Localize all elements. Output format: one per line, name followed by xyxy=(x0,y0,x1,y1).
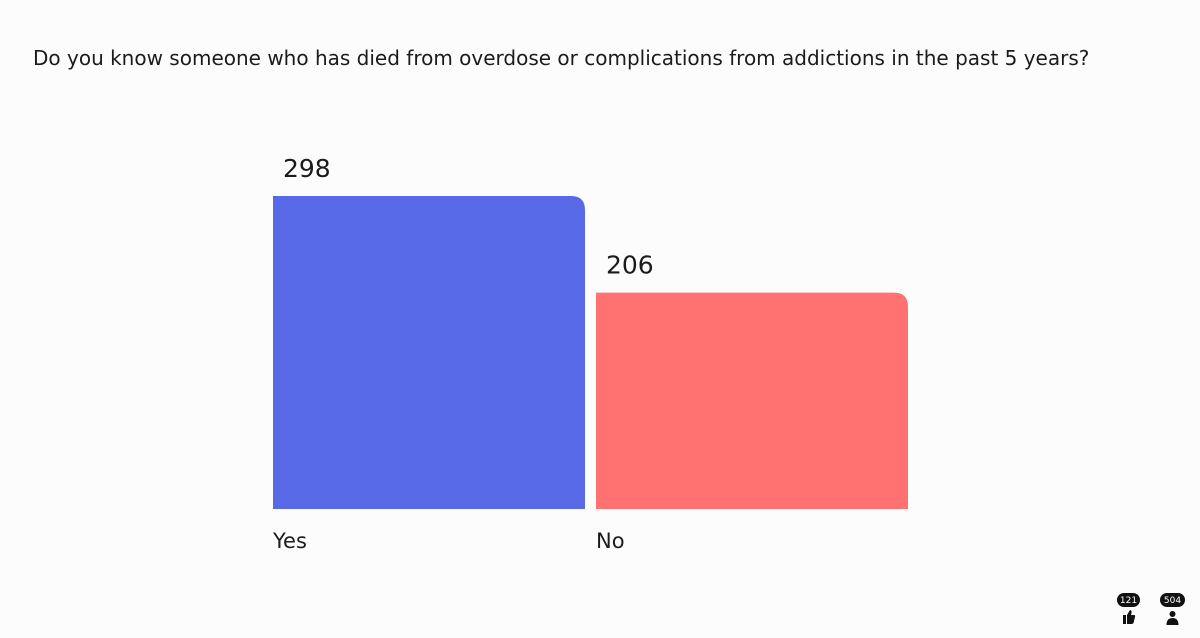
question-title: Do you know someone who has died from ov… xyxy=(33,46,1089,70)
person-icon-head xyxy=(1169,611,1176,617)
category-label: Yes xyxy=(272,529,307,553)
bar xyxy=(273,196,585,509)
participants-badge xyxy=(1160,593,1185,607)
bar-chart: Yes 298 No 206 xyxy=(272,154,908,553)
value-label: 298 xyxy=(283,154,331,183)
bar xyxy=(596,292,908,509)
participants-indicator: 504 xyxy=(1160,593,1185,625)
participants-count: 504 xyxy=(1164,596,1181,606)
reactions-badge xyxy=(1117,593,1140,607)
value-label: 206 xyxy=(606,251,654,280)
person-icon-body xyxy=(1166,618,1179,625)
thumbs-up-icon xyxy=(1123,610,1136,624)
category-label: No xyxy=(596,529,625,553)
reactions-count: 121 xyxy=(1120,596,1137,606)
reactions-button[interactable]: 121 xyxy=(1117,593,1140,624)
